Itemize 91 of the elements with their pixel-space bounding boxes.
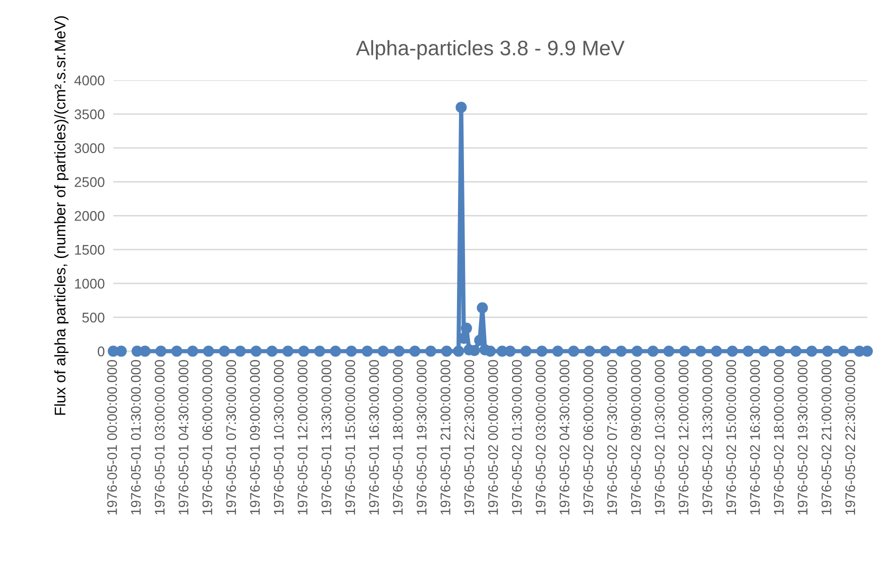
x-tick-label: 1976-05-02 03:00:00.000 — [536, 360, 546, 514]
point — [282, 346, 294, 357]
point — [362, 346, 373, 357]
point — [218, 346, 230, 357]
point — [504, 346, 516, 357]
y-axis-title: Flux of alpha particles, (number of particles)/(cm².s.sr.MeV) — [54, 16, 68, 415]
point — [116, 346, 127, 357]
x-tick-label: 1976-05-02 13:30:00.000 — [702, 360, 712, 514]
x-tick-label: 1976-05-02 04:30:00.000 — [560, 360, 570, 514]
point — [441, 346, 452, 357]
x-tick-label: 1976-05-02 18:00:00.000 — [774, 360, 784, 514]
x-tick-label: 1976-05-02 00:00:00.000 — [488, 360, 498, 514]
point — [155, 346, 166, 357]
point — [536, 346, 548, 357]
y-tick-label: 2000 — [74, 211, 104, 221]
x-tick-label: 1976-05-02 15:00:00.000 — [726, 360, 736, 514]
point — [584, 346, 596, 357]
point — [266, 346, 278, 357]
x-tick-label: 1976-05-02 19:30:00.000 — [798, 360, 808, 514]
x-tick-label: 1976-05-01 03:00:00.000 — [154, 360, 165, 514]
point — [552, 346, 564, 357]
point — [393, 346, 405, 357]
point — [378, 346, 389, 357]
x-tick-label: 1976-05-01 21:00:00.000 — [440, 360, 450, 514]
x-tick-label: 1976-05-01 00:00:00.000 — [107, 360, 118, 514]
x-tick-label: 1976-05-01 16:30:00.000 — [369, 360, 379, 514]
x-tick-label: 1976-05-02 09:00:00.000 — [631, 360, 641, 514]
y-tick-label: 3000 — [74, 143, 104, 154]
x-tick-label: 1976-05-01 07:30:00.000 — [226, 360, 236, 514]
point — [456, 102, 467, 113]
point — [838, 346, 850, 357]
point — [484, 346, 496, 357]
point — [171, 346, 182, 357]
point — [647, 346, 659, 357]
point — [409, 346, 420, 357]
x-tick-label: 1976-05-02 12:00:00.000 — [678, 360, 688, 514]
point — [298, 346, 310, 357]
y-tick-label: 500 — [82, 312, 104, 322]
x-tick-label: 1976-05-01 12:00:00.000 — [298, 360, 308, 514]
point — [862, 346, 873, 357]
point — [425, 346, 436, 357]
point — [774, 346, 786, 357]
point — [758, 346, 770, 357]
point — [726, 346, 738, 357]
point — [710, 346, 722, 357]
x-tick-label: 1976-05-01 18:00:00.000 — [392, 360, 403, 514]
point — [790, 346, 802, 357]
x-tick-label: 1976-05-01 13:30:00.000 — [321, 360, 332, 514]
x-tick-label: 1976-05-02 01:30:00.000 — [512, 360, 522, 514]
x-tick-label: 1976-05-01 15:00:00.000 — [345, 360, 356, 514]
y-tick-label: 0 — [98, 346, 104, 356]
x-tick-label: 1976-05-02 10:30:00.000 — [654, 360, 665, 514]
y-tick-label: 4000 — [74, 76, 104, 86]
point — [520, 346, 532, 357]
x-tick-label: 1976-05-02 22:30:00.000 — [845, 360, 856, 514]
x-tick-label: 1976-05-01 22:30:00.000 — [464, 360, 474, 514]
point — [476, 302, 488, 314]
point — [452, 346, 464, 357]
x-tick-label: 1976-05-01 09:00:00.000 — [250, 360, 260, 514]
x-tick-label: 1976-05-01 01:30:00.000 — [130, 360, 141, 514]
y-tick-label: 1000 — [75, 278, 104, 289]
point — [187, 346, 198, 357]
x-tick-label: 1976-05-01 10:30:00.000 — [274, 360, 284, 514]
point — [346, 346, 357, 357]
point — [663, 346, 674, 357]
y-tick-label: 2500 — [74, 177, 104, 188]
point — [330, 346, 342, 357]
point — [679, 346, 690, 357]
x-tick-label: 1976-05-01 04:30:00.000 — [178, 360, 188, 514]
chart-title: Alpha-particles 3.8 - 9.9 MeV — [356, 40, 625, 60]
point — [695, 346, 706, 357]
x-tick-label: 1976-05-02 06:00:00.000 — [583, 360, 594, 514]
point — [234, 346, 246, 357]
point — [600, 346, 611, 357]
y-tick-label: 1500 — [75, 244, 104, 255]
x-tick-label: 1976-05-01 19:30:00.000 — [416, 360, 427, 514]
point — [616, 346, 627, 357]
x-tick-label: 1976-05-02 16:30:00.000 — [750, 360, 760, 514]
y-tick-label: 3500 — [74, 109, 104, 120]
point — [806, 346, 818, 357]
point — [568, 346, 580, 357]
point — [202, 346, 214, 357]
point — [822, 346, 834, 357]
x-tick-label: 1976-05-01 06:00:00.000 — [202, 360, 212, 514]
x-tick-label: 1976-05-02 21:00:00.000 — [822, 360, 832, 514]
point — [250, 346, 262, 357]
point — [742, 346, 754, 357]
point — [632, 346, 643, 357]
point — [460, 322, 472, 334]
x-tick-label: 1976-05-02 07:30:00.000 — [607, 360, 618, 514]
point — [314, 346, 326, 357]
